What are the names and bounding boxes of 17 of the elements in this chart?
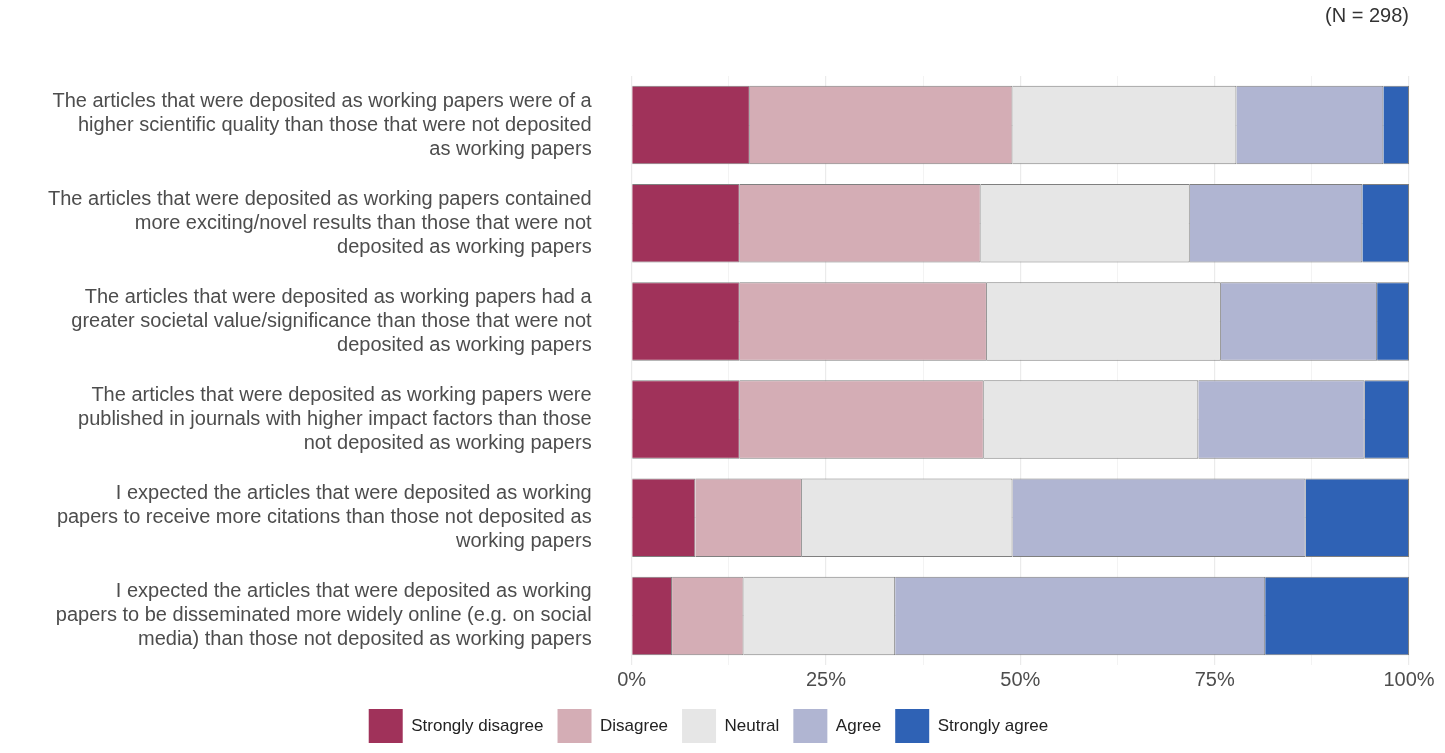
legend-label: Agree [835,715,882,735]
y-tick-label: The articles that were deposited as working papers were published in journals with higher impact factors than those not deposited as working papers [78,383,592,454]
legend-label: Strongly agree [937,715,1049,735]
legend-label: Strongly disagree [411,715,544,735]
y-tick-label: The articles that were deposited as working papers had a greater societal value/significance than those that were not deposited as working papers [71,284,593,355]
legend-label: Neutral [724,715,780,735]
x-tick-label: 0% [617,667,647,690]
x-tick-label: 100% [1383,667,1435,690]
y-tick-label: The articles that were deposited as working papers were of a higher scientific quality than those that were not deposited as working papers [52,88,593,159]
text: (N = 298) [1325,3,1409,26]
y-tick-label: The articles that were deposited as working papers contained more exciting/novel results than those that were not deposited as working papers [47,186,593,257]
x-tick-label: 75% [1194,667,1235,690]
x-tick-label: 50% [1000,667,1041,690]
y-tick-label: I expected the articles that were deposited as working papers to receive more citations than those not deposited as working papers [56,481,592,552]
y-tick-label: I expected the articles that were deposited as working papers to be disseminated more widely online (e.g. on social media) than those not deposited as working papers [55,579,592,650]
x-tick-label: 25% [805,667,847,690]
legend-label: Disagree [600,715,669,735]
